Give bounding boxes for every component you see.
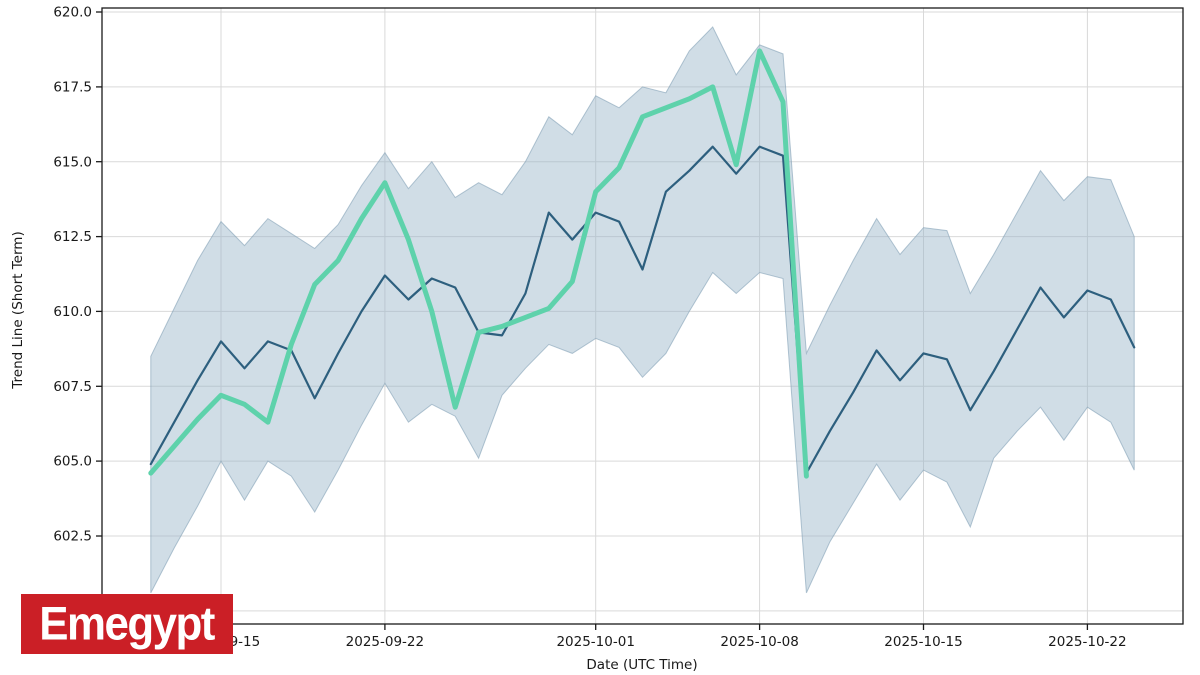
x-tick-label: 2025-10-22 — [1048, 634, 1126, 650]
emegypt-watermark: Emegypt — [21, 594, 233, 654]
x-tick-label: 2025-10-15 — [884, 634, 962, 650]
x-tick-label: 2025-10-01 — [556, 634, 634, 650]
confidence-band — [150, 26, 1135, 594]
plot-frame — [101, 7, 1184, 625]
trend-line — [148, 48, 809, 479]
x-tick-label: 2025-09-22 — [346, 634, 424, 650]
y-tick-label: 617.5 — [53, 80, 92, 96]
y-tick-label: 602.5 — [53, 529, 92, 545]
y-tick-label: 612.5 — [53, 229, 92, 245]
emegypt-watermark-text: Emegypt — [39, 597, 216, 650]
y-tick-label: 607.5 — [53, 379, 92, 395]
actual-line — [149, 145, 1136, 475]
y-axis-title: Trend Line (Short Term) — [10, 231, 26, 389]
y-tick-label: 610.0 — [53, 304, 92, 320]
x-axis-title: Date (UTC Time) — [586, 657, 698, 673]
y-tick-label: 615.0 — [53, 154, 92, 170]
y-tick-label: 620.0 — [53, 5, 92, 21]
y-tick-label: 605.0 — [53, 454, 92, 470]
x-tick-label: 2025-10-08 — [720, 634, 798, 650]
